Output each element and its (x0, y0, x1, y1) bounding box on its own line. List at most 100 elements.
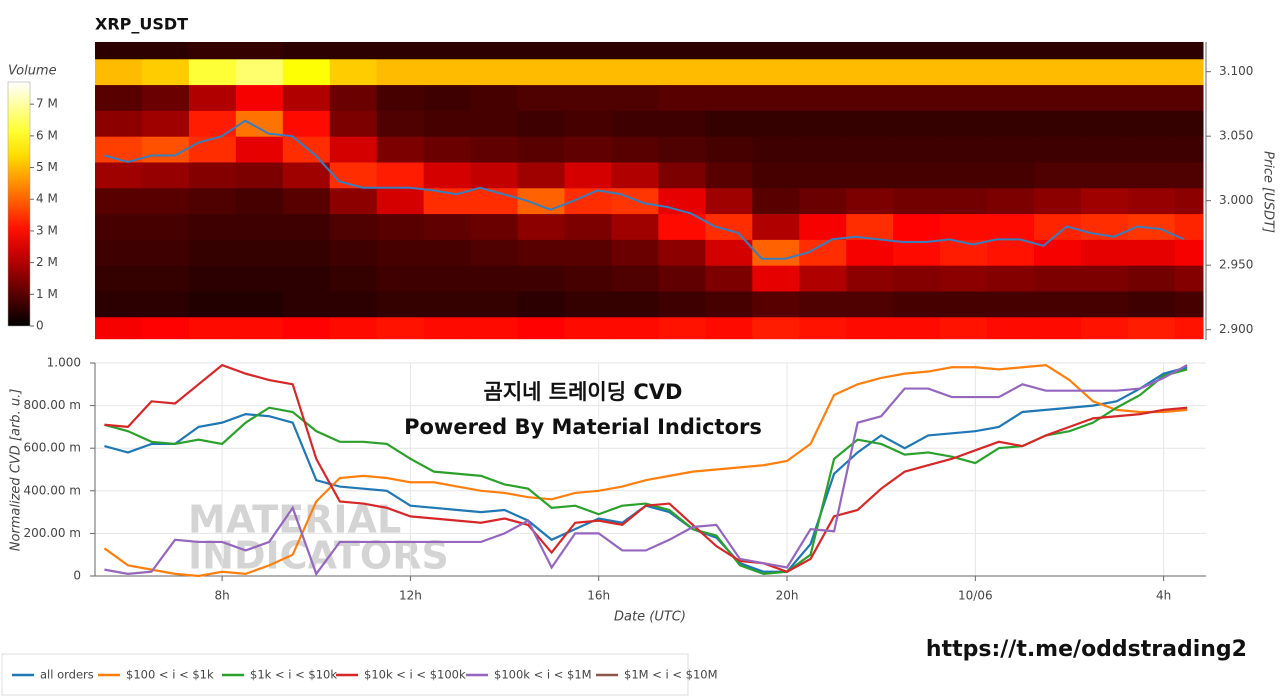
annotation: Powered By Material Indictors (404, 415, 762, 439)
heat-cell (1127, 265, 1176, 292)
heat-cell (564, 239, 612, 266)
x-tick-label: 12h (399, 589, 422, 603)
heat-cell (1033, 187, 1082, 215)
heat-cell (376, 58, 425, 86)
heat-cell (517, 265, 565, 292)
heat-cell (658, 265, 706, 292)
heat-cell (893, 265, 941, 292)
heat-cell (987, 84, 1035, 111)
heat-cell (1174, 316, 1204, 340)
heat-cell (282, 110, 331, 137)
heat-cell (95, 187, 143, 215)
heat-cell (705, 265, 753, 292)
heat-cell (282, 161, 331, 189)
heat-cell (1174, 265, 1204, 292)
y2-tick-label: 3.050 (1219, 129, 1253, 143)
heat-cell (1174, 213, 1204, 240)
heat-cell (564, 213, 612, 240)
cvd-line (104, 364, 1188, 577)
heat-cell (940, 265, 988, 292)
heat-cell (846, 58, 894, 86)
heat-cell (141, 265, 190, 292)
heat-cell (799, 136, 847, 163)
heat-cell (799, 110, 847, 137)
heat-cell (752, 265, 800, 292)
heat-cell (1174, 290, 1204, 318)
heat-cell (141, 316, 190, 340)
heat-cell (517, 136, 565, 163)
heat-cell (188, 239, 237, 266)
heat-cell (1080, 84, 1129, 111)
heat-cell (1174, 161, 1204, 189)
heat-cell (423, 239, 472, 266)
heat-cell (141, 187, 190, 215)
heat-cell (799, 161, 847, 189)
heat-cell (611, 42, 659, 60)
heat-cell (940, 110, 988, 137)
heat-cell (893, 187, 941, 215)
heat-cell (846, 213, 894, 240)
heat-cell (1127, 316, 1176, 340)
heat-cell (940, 290, 988, 318)
heat-cell (987, 187, 1035, 215)
colorbar-tick-label: 6 M (36, 128, 58, 142)
heat-cell (329, 213, 378, 240)
heat-cell (235, 58, 284, 86)
heat-cell (752, 290, 800, 318)
heat-cell (799, 213, 847, 240)
heat-cell (423, 290, 472, 318)
heat-cell (658, 316, 706, 340)
heat-cell (564, 290, 612, 318)
heat-cell (376, 213, 425, 240)
heat-cell (188, 42, 237, 60)
heat-cell (282, 58, 331, 86)
legend-label: $100 < i < $1k (126, 668, 214, 682)
heat-cell (893, 290, 941, 318)
heat-cell (799, 265, 847, 292)
heat-cell (376, 316, 425, 340)
heat-cell (1080, 187, 1129, 215)
heat-cell (799, 42, 847, 60)
heat-cell (1033, 316, 1082, 340)
heat-cell (282, 290, 331, 318)
heat-cell (1080, 316, 1129, 340)
heat-cell (517, 161, 565, 189)
heat-cell (893, 239, 941, 266)
heat-cell (470, 265, 519, 292)
y2-tick-label: 3.100 (1219, 64, 1253, 78)
heat-cell (282, 213, 331, 240)
footer-link: https://t.me/oddstrading2 (926, 637, 1247, 662)
heat-cell (799, 58, 847, 86)
heat-cell (235, 187, 284, 215)
heat-cell (611, 239, 659, 266)
heat-cell (846, 316, 894, 340)
heat-cell (658, 42, 706, 60)
colorbar-tick-label: 5 M (36, 160, 58, 174)
heat-cell (423, 84, 472, 111)
heat-cell (329, 161, 378, 189)
legend-label: $1M < i < $10M (624, 668, 718, 682)
heat-cell (1174, 58, 1204, 86)
heat-cell (376, 161, 425, 189)
heat-cell (799, 187, 847, 215)
x-tick-label: 4h (1156, 589, 1171, 603)
heat-cell (752, 110, 800, 137)
heat-cell (1080, 136, 1129, 163)
heat-cell (846, 110, 894, 137)
heat-cell (564, 161, 612, 189)
colorbar-tick-label: 7 M (36, 97, 58, 111)
heat-cell (564, 58, 612, 86)
heat-cell (705, 84, 753, 111)
heat-cell (564, 265, 612, 292)
heat-cell (846, 290, 894, 318)
x-tick-label: 8h (214, 589, 229, 603)
heat-cell (1033, 110, 1082, 137)
chart-title: XRP_USDT (95, 15, 188, 34)
x-axis-label: Date (UTC) (614, 610, 686, 625)
heat-cell (893, 110, 941, 137)
heat-cell (282, 42, 331, 60)
heat-cell (611, 110, 659, 137)
heat-cell (1174, 136, 1204, 163)
heat-cell (987, 213, 1035, 240)
